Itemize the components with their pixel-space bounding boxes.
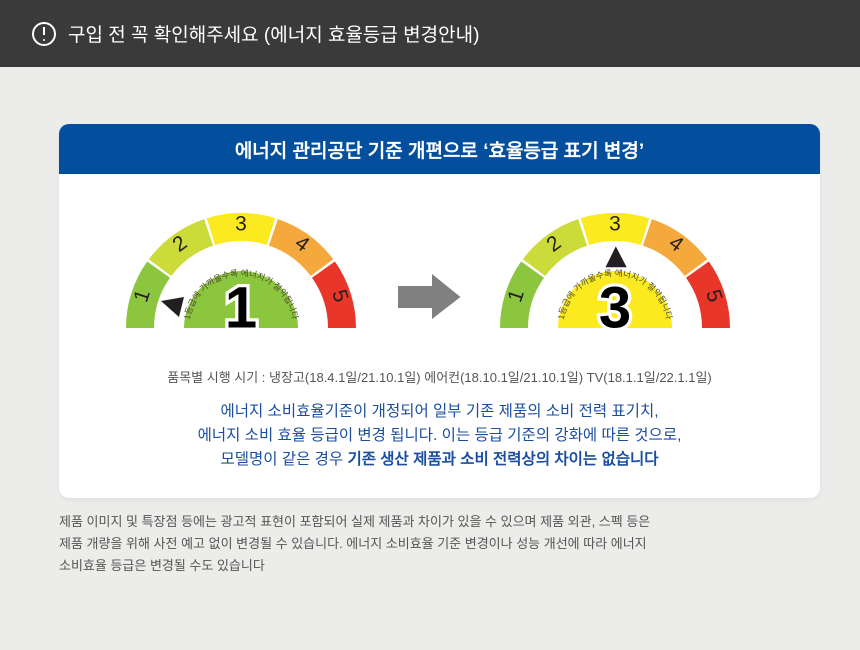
svg-text:3: 3 <box>609 213 621 236</box>
svg-text:1: 1 <box>225 275 257 340</box>
svg-text:3: 3 <box>599 275 631 340</box>
svg-text:3: 3 <box>235 213 247 236</box>
